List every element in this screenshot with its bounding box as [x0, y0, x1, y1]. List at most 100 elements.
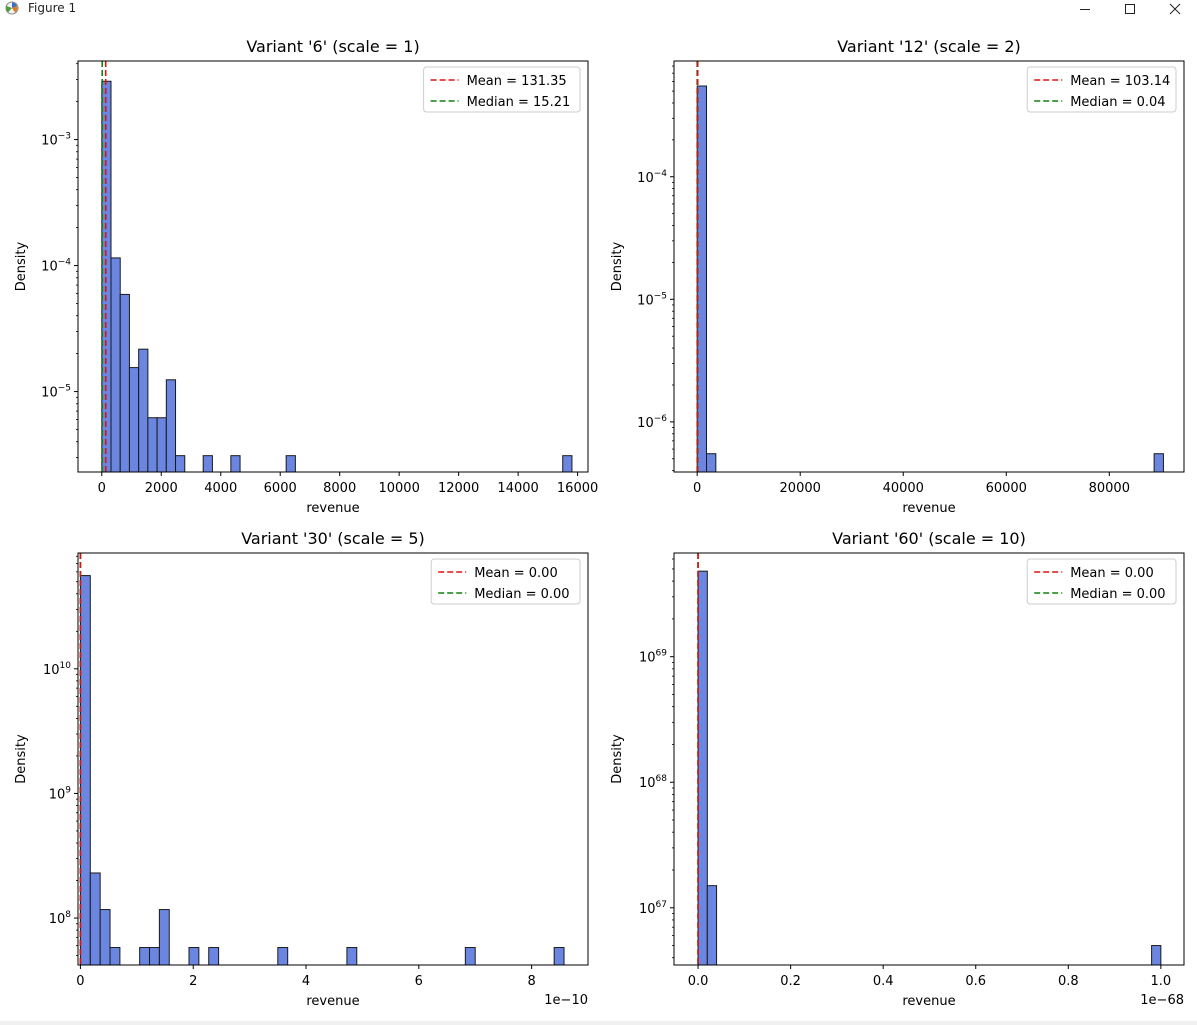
axes-frame: [77, 60, 589, 473]
chart-title: Variant '12' (scale = 2): [837, 37, 1021, 56]
chart-title: Variant '6' (scale = 1): [246, 37, 419, 56]
chart-panel-4: 0.0 0.2 0.4 0.6 0.8 1.0 1069 1068 1067 Variant '6…: [610, 529, 1185, 1009]
y-tick-label: 1010: [43, 661, 71, 678]
histogram-bar: [346, 947, 358, 965]
axes-frame: [673, 552, 1185, 966]
y-tick-label: 1068: [639, 774, 667, 791]
histogram-bar: [119, 293, 130, 472]
chart-title: Variant '60' (scale = 10): [832, 529, 1026, 548]
x-axis-label: revenue: [902, 501, 955, 516]
x-tick-label: 16000: [557, 481, 598, 496]
window-bottom-edge: [0, 1021, 1197, 1025]
histogram-bar: [156, 417, 167, 472]
maximize-button[interactable]: [1107, 0, 1153, 18]
histogram-bar: [109, 947, 121, 965]
histogram-bar: [128, 367, 140, 472]
histogram-bar: [138, 348, 149, 472]
histogram-bar: [89, 872, 101, 965]
close-button[interactable]: [1152, 0, 1197, 18]
x-tick-label: 2000: [145, 481, 178, 496]
y-tick-label: 108: [49, 910, 72, 927]
x-axis-label: revenue: [902, 994, 955, 1009]
legend-mean-label: Mean = 0.00: [474, 566, 558, 581]
x-tick-label: 4: [302, 974, 310, 989]
x-offset-label: 1e−68: [1140, 993, 1184, 1008]
x-tick-label: 10000: [378, 481, 419, 496]
histogram-bar: [230, 455, 241, 472]
x-tick-label: 0.0: [688, 974, 709, 989]
y-tick-label: 109: [49, 785, 72, 802]
y-axis-label: Density: [610, 734, 625, 784]
histogram-bar: [139, 947, 151, 965]
y-tick-label: 10−4: [637, 169, 667, 186]
window-titlebar[interactable]: Figure 1: [0, 0, 1197, 18]
legend-median-label: Median = 0.00: [474, 587, 569, 602]
legend-box: [1026, 558, 1177, 605]
x-tick-label: 12000: [438, 481, 479, 496]
x-tick-label: 60000: [986, 481, 1027, 496]
x-tick-label: 8000: [323, 481, 356, 496]
histogram-bar: [158, 909, 170, 965]
legend: Mean = 0.00 Median = 0.00: [1026, 558, 1177, 605]
x-tick-label: 4000: [204, 481, 237, 496]
legend-box: [423, 66, 581, 113]
histogram-bar: [165, 379, 177, 472]
x-tick-label: 0.8: [1058, 974, 1079, 989]
axes-frame: [77, 552, 589, 966]
legend-median-label: Median = 0.04: [1070, 95, 1165, 110]
y-tick-label: 10−6: [637, 414, 667, 431]
histogram-bar: [99, 909, 111, 965]
histogram-bar: [110, 257, 121, 472]
x-tick-label: 2: [189, 974, 197, 989]
histogram-bar: [188, 947, 200, 965]
chart-panel-1: 0 2000 4000 6000 8000 10000 12000 14000 16000 10−…: [14, 37, 598, 516]
x-tick-label: 0.6: [965, 974, 986, 989]
legend: Mean = 103.14 Median = 0.04: [1026, 66, 1177, 113]
y-tick-label: 10−5: [637, 291, 667, 308]
y-axis-label: Density: [610, 241, 625, 291]
x-tick-label: 20000: [780, 481, 821, 496]
histogram-bar: [277, 947, 289, 965]
x-tick-label: 80000: [1089, 481, 1130, 496]
chart-panel-3: 0 2 4 6 8 1010 109 108 Variant '30' (scale = 5) r…: [14, 529, 589, 1009]
plot-area: [79, 553, 565, 965]
legend-median-label: Median = 0.00: [1070, 587, 1165, 602]
x-tick-label: 0: [693, 481, 701, 496]
legend-mean-label: Mean = 103.14: [1070, 74, 1170, 89]
minimize-icon: [1080, 9, 1090, 10]
x-tick-label: 0: [98, 481, 106, 496]
x-tick-label: 0.2: [780, 974, 801, 989]
legend-mean-label: Mean = 131.35: [467, 74, 567, 89]
x-tick-label: 6: [415, 974, 423, 989]
x-tick-label: 6000: [264, 481, 297, 496]
y-tick-label: 1067: [639, 900, 667, 917]
close-icon: [1169, 3, 1181, 15]
histogram-bar: [149, 947, 160, 965]
window-title: Figure 1: [28, 1, 77, 15]
histogram-bar: [706, 453, 717, 472]
histogram-bar: [79, 575, 91, 965]
plot-area: [101, 61, 573, 472]
y-tick-label: 10−5: [41, 384, 71, 401]
histogram-bar: [696, 85, 708, 472]
histogram-bar: [1153, 453, 1164, 472]
x-tick-label: 0: [76, 974, 84, 989]
histogram-bar: [697, 570, 708, 965]
legend-median-label: Median = 15.21: [467, 95, 571, 110]
y-tick-label: 10−4: [41, 258, 71, 275]
histogram-bar: [285, 455, 296, 472]
x-axis-label: revenue: [306, 994, 359, 1009]
histogram-bar: [706, 885, 718, 965]
legend-mean-label: Mean = 0.00: [1070, 566, 1154, 581]
y-axis-label: Density: [14, 241, 29, 291]
histogram-bar: [562, 455, 573, 472]
legend: Mean = 0.00 Median = 0.00: [430, 558, 581, 605]
x-tick-label: 8: [527, 974, 535, 989]
x-tick-label: 40000: [883, 481, 924, 496]
histogram-bar: [553, 947, 565, 965]
legend-box: [430, 558, 581, 605]
minimize-button[interactable]: [1062, 0, 1108, 18]
y-axis-label: Density: [14, 734, 29, 784]
plot-area: [696, 61, 1164, 472]
